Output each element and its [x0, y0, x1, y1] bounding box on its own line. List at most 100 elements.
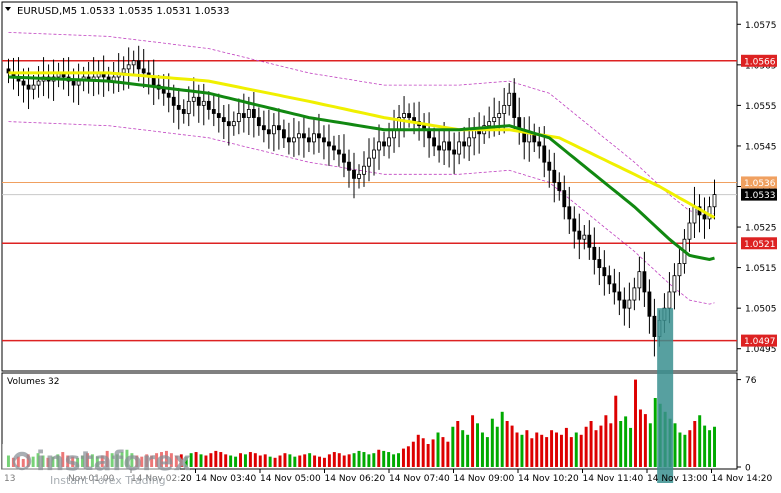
candle-body [672, 275, 677, 293]
volume-bar [634, 379, 637, 467]
time-tick-label: 14 Nov 02:20 [131, 474, 192, 484]
volume-bar [234, 456, 238, 467]
candle-body [342, 153, 346, 163]
volume-bar [367, 454, 371, 467]
volume-bar [219, 452, 223, 467]
candle-body [317, 133, 321, 139]
volume-bar [224, 454, 228, 467]
candle-body [347, 161, 351, 171]
volume-bar [85, 453, 89, 467]
candle-body [492, 117, 497, 123]
watermark-backdrop [2, 444, 180, 488]
volume-bar [342, 455, 346, 467]
volume-bar [638, 409, 642, 467]
volume-tick-label: 76 [745, 376, 757, 386]
candle-body [76, 80, 81, 86]
volume-bar [288, 454, 292, 467]
volume-bar [21, 458, 25, 467]
candle-body [136, 60, 141, 70]
volume-bar [673, 423, 677, 467]
candle-body [71, 80, 76, 86]
candle-body [432, 137, 437, 147]
price-tick-label: 1.0505 [745, 305, 777, 315]
candle-body [507, 92, 512, 106]
volume-bar [243, 454, 247, 467]
volume-bar [150, 455, 154, 467]
candle-body [602, 267, 607, 277]
volume-bar [130, 453, 134, 467]
candle-body [577, 230, 582, 240]
volume-bar [135, 455, 139, 467]
volume-bar [629, 427, 633, 467]
volume-bar [164, 450, 168, 467]
volume-bar [520, 434, 524, 467]
candle-body [502, 104, 507, 114]
candle-body [497, 113, 502, 118]
level-tag-1.0566 [741, 54, 777, 67]
volume-bar [283, 453, 287, 467]
candle-body [437, 145, 442, 151]
price-tick-label: 1.0545 [745, 142, 777, 152]
candle-body [332, 145, 336, 151]
volume-bar [169, 453, 173, 467]
volume-bar [120, 452, 124, 467]
volume-bar [214, 450, 218, 467]
level-tag-text-1.0521: 1.0521 [744, 240, 776, 250]
candle-body [36, 80, 41, 86]
candlesticks [6, 45, 717, 357]
time-tick-label: 14 Nov 11:40 [583, 474, 644, 484]
volume-bar [308, 453, 312, 467]
volume-bar [530, 438, 534, 467]
candle-body [462, 141, 467, 147]
candle-body [161, 88, 166, 94]
volume-bar [713, 426, 716, 467]
candle-body [286, 137, 291, 143]
volume-plot-frame [1, 372, 738, 470]
volume-bar [253, 453, 257, 467]
volume-bar [698, 415, 702, 467]
candle-body [567, 206, 572, 220]
volume-bar [401, 448, 405, 467]
volume-bar [174, 455, 178, 467]
volume-axis: 76 0 [737, 376, 757, 474]
candle-body [607, 275, 612, 285]
candle-body [126, 64, 131, 70]
candle-body [261, 125, 266, 131]
candle-body [241, 113, 246, 118]
candle-body [692, 206, 697, 224]
volume-bar [461, 430, 465, 467]
volume-bar [298, 455, 302, 467]
volume-bar [589, 421, 593, 467]
volume-bar [229, 455, 233, 467]
candle-body [337, 149, 341, 155]
volume-bar [31, 456, 35, 467]
candle-body [171, 96, 176, 106]
instaforex-logo-arc-icon [13, 454, 31, 462]
candle-body [21, 80, 26, 86]
candle-body [612, 283, 617, 293]
volume-bar [456, 421, 460, 467]
volume-bar [569, 437, 573, 467]
level-tag-text-1.0497: 1.0497 [744, 337, 776, 347]
volume-bar [41, 455, 45, 467]
volume-bar [110, 453, 114, 467]
candle-body [26, 84, 31, 90]
dropdown-triangle-icon[interactable] [5, 7, 11, 11]
candle-body [597, 259, 602, 269]
volume-bar [76, 457, 80, 467]
price-levels [2, 60, 737, 342]
instaforex-watermark: instaforex Instant Forex Trading [2, 444, 191, 488]
candle-body [372, 149, 376, 159]
volume-bar [322, 457, 326, 467]
candle-body [231, 121, 236, 127]
volume-bar [160, 452, 163, 467]
envelope-bands [8, 32, 715, 305]
volume-bar [619, 421, 623, 467]
volume-bar [372, 453, 376, 467]
candle-body [557, 182, 562, 191]
volume-bar [61, 452, 65, 467]
